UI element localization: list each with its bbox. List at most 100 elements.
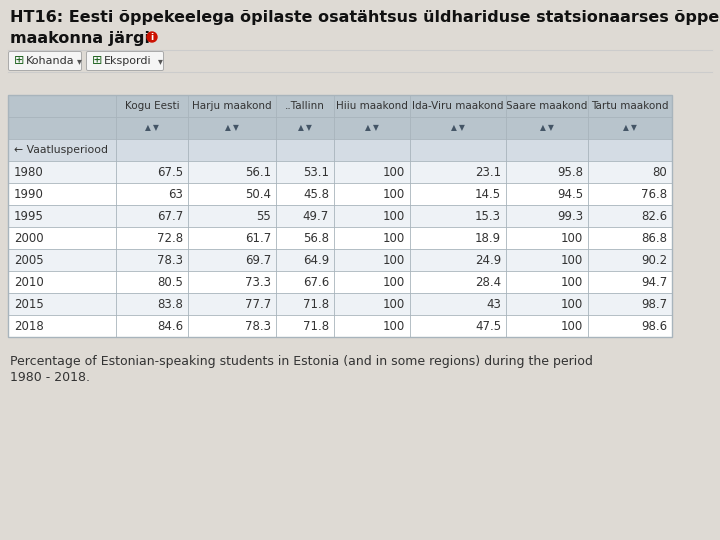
- Text: Kogu Eesti: Kogu Eesti: [125, 101, 179, 111]
- Text: ▲: ▲: [225, 124, 231, 132]
- Bar: [8, 95, 672, 139]
- Text: 71.8: 71.8: [303, 320, 329, 333]
- Text: 100: 100: [383, 253, 405, 267]
- Text: 100: 100: [383, 232, 405, 245]
- Text: ..Tallinn: ..Tallinn: [285, 101, 325, 111]
- Text: 83.8: 83.8: [157, 298, 183, 310]
- Circle shape: [147, 32, 157, 42]
- Text: ▼: ▼: [373, 124, 379, 132]
- Text: 53.1: 53.1: [303, 165, 329, 179]
- Text: Ida-Viru maakond: Ida-Viru maakond: [413, 101, 504, 111]
- Text: 63: 63: [168, 187, 183, 200]
- Text: ▼: ▼: [306, 124, 312, 132]
- Text: 99.3: 99.3: [557, 210, 583, 222]
- Text: 47.5: 47.5: [475, 320, 501, 333]
- Text: 73.3: 73.3: [245, 275, 271, 288]
- Text: 100: 100: [383, 187, 405, 200]
- Text: 100: 100: [383, 165, 405, 179]
- Text: 76.8: 76.8: [641, 187, 667, 200]
- Text: 2015: 2015: [14, 298, 44, 310]
- Bar: [8, 183, 672, 205]
- Text: 100: 100: [561, 298, 583, 310]
- Text: ▼: ▼: [153, 124, 159, 132]
- Text: 56.8: 56.8: [303, 232, 329, 245]
- Text: 2000: 2000: [14, 232, 44, 245]
- Bar: [8, 315, 672, 337]
- Text: 82.6: 82.6: [641, 210, 667, 222]
- Text: 2018: 2018: [14, 320, 44, 333]
- Text: 1995: 1995: [14, 210, 44, 222]
- Text: 1980 - 2018.: 1980 - 2018.: [10, 371, 90, 384]
- Text: ▾: ▾: [158, 56, 163, 66]
- Text: 100: 100: [383, 320, 405, 333]
- Text: 1980: 1980: [14, 165, 44, 179]
- Text: 69.7: 69.7: [245, 253, 271, 267]
- Text: 94.5: 94.5: [557, 187, 583, 200]
- Text: Tartu maakond: Tartu maakond: [591, 101, 669, 111]
- Text: 80.5: 80.5: [157, 275, 183, 288]
- Text: 100: 100: [383, 210, 405, 222]
- Text: 67.5: 67.5: [157, 165, 183, 179]
- Text: 67.7: 67.7: [157, 210, 183, 222]
- Text: 84.6: 84.6: [157, 320, 183, 333]
- Text: 2010: 2010: [14, 275, 44, 288]
- Text: 24.9: 24.9: [474, 253, 501, 267]
- Text: Hiiu maakond: Hiiu maakond: [336, 101, 408, 111]
- Text: ▲: ▲: [365, 124, 371, 132]
- Text: 18.9: 18.9: [475, 232, 501, 245]
- Text: ▼: ▼: [233, 124, 239, 132]
- Text: ▲: ▲: [298, 124, 304, 132]
- Text: ▾: ▾: [77, 56, 82, 66]
- Text: maakonna järgi: maakonna järgi: [10, 31, 150, 46]
- FancyBboxPatch shape: [86, 51, 163, 71]
- Text: Saare maakond: Saare maakond: [506, 101, 588, 111]
- Text: Kohanda: Kohanda: [26, 56, 75, 66]
- Text: 86.8: 86.8: [641, 232, 667, 245]
- Text: ▼: ▼: [631, 124, 637, 132]
- Text: ▲: ▲: [623, 124, 629, 132]
- Bar: [8, 227, 672, 249]
- Text: 94.7: 94.7: [641, 275, 667, 288]
- Text: 43: 43: [486, 298, 501, 310]
- Text: i: i: [150, 32, 153, 42]
- Text: 50.4: 50.4: [245, 187, 271, 200]
- Bar: [8, 293, 672, 315]
- Text: 98.6: 98.6: [641, 320, 667, 333]
- Text: 80: 80: [652, 165, 667, 179]
- Text: 78.3: 78.3: [157, 253, 183, 267]
- Text: 95.8: 95.8: [557, 165, 583, 179]
- Text: 61.7: 61.7: [245, 232, 271, 245]
- Text: HT16: Eesti õppekeelega õpilaste osatähtsus üldhariduse statsionaarses õppes: HT16: Eesti õppekeelega õpilaste osatäht…: [10, 10, 720, 25]
- Text: 2005: 2005: [14, 253, 44, 267]
- Text: Percentage of Estonian-speaking students in Estonia (and in some regions) during: Percentage of Estonian-speaking students…: [10, 355, 593, 368]
- Text: 14.5: 14.5: [475, 187, 501, 200]
- Text: 15.3: 15.3: [475, 210, 501, 222]
- Text: 78.3: 78.3: [245, 320, 271, 333]
- Text: ▲: ▲: [451, 124, 457, 132]
- Text: 90.2: 90.2: [641, 253, 667, 267]
- Bar: [8, 95, 672, 337]
- Text: ▲: ▲: [540, 124, 546, 132]
- Text: ⊞: ⊞: [14, 55, 24, 68]
- Text: 100: 100: [561, 232, 583, 245]
- Text: 49.7: 49.7: [302, 210, 329, 222]
- Text: 55: 55: [256, 210, 271, 222]
- Text: ⊞: ⊞: [92, 55, 102, 68]
- FancyBboxPatch shape: [9, 51, 81, 71]
- Text: 67.6: 67.6: [302, 275, 329, 288]
- Text: 71.8: 71.8: [303, 298, 329, 310]
- Text: 100: 100: [383, 275, 405, 288]
- Text: 100: 100: [561, 320, 583, 333]
- Text: Ekspordi: Ekspordi: [104, 56, 152, 66]
- Text: ▼: ▼: [548, 124, 554, 132]
- Bar: [8, 249, 672, 271]
- Text: 28.4: 28.4: [475, 275, 501, 288]
- Text: 100: 100: [561, 275, 583, 288]
- Text: 72.8: 72.8: [157, 232, 183, 245]
- Text: 56.1: 56.1: [245, 165, 271, 179]
- Bar: [8, 139, 672, 161]
- Text: Harju maakond: Harju maakond: [192, 101, 272, 111]
- Bar: [8, 205, 672, 227]
- Bar: [8, 161, 672, 183]
- Bar: [8, 271, 672, 293]
